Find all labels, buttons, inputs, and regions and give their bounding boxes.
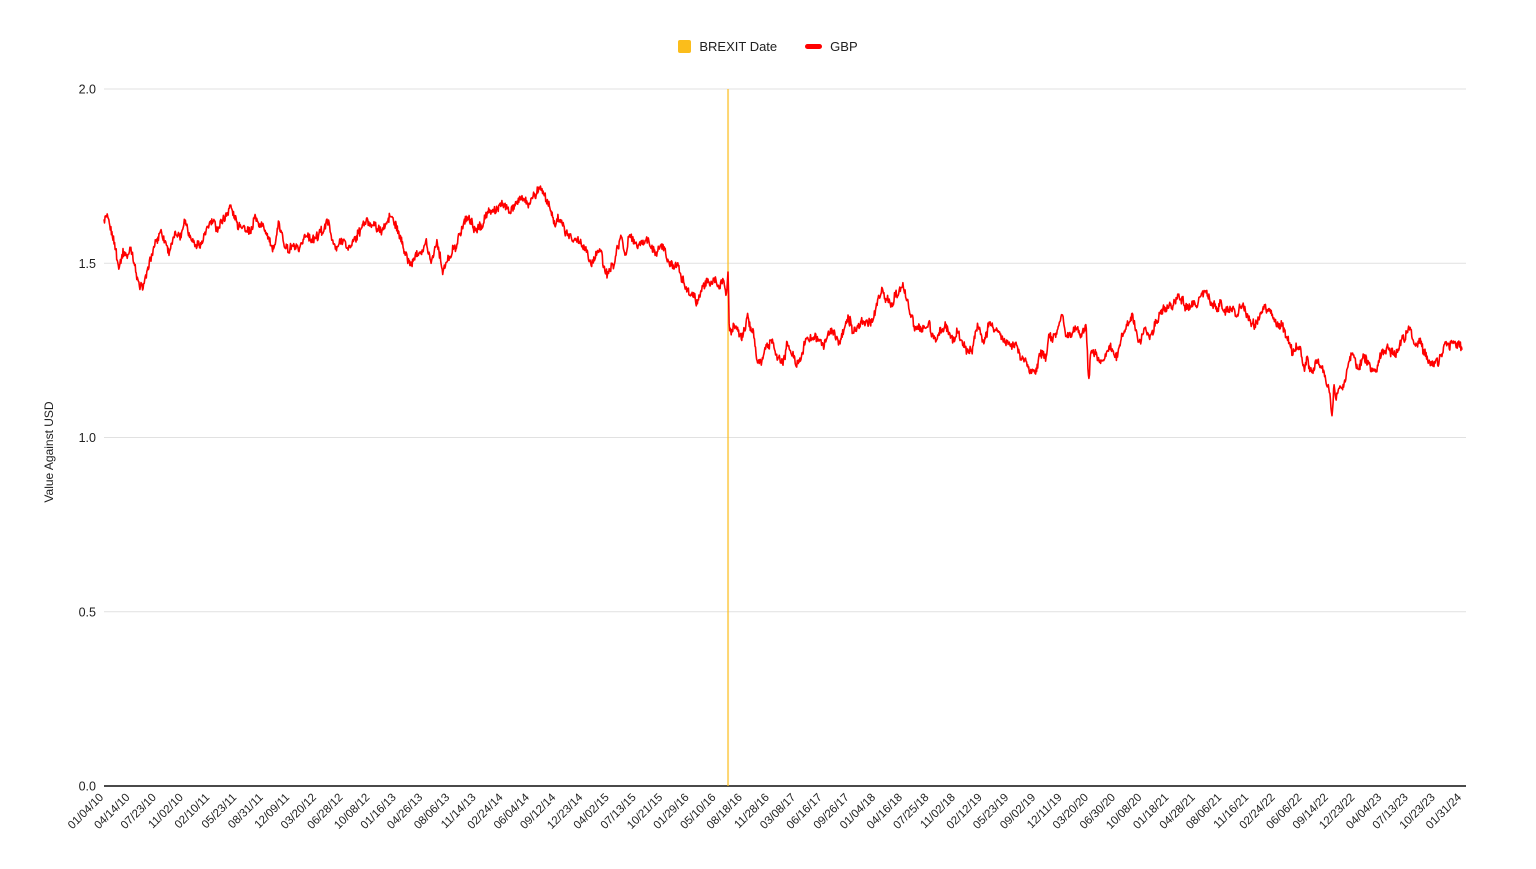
gbp-series-line	[103, 185, 1463, 417]
legend-label-gbp: GBP	[830, 39, 858, 54]
brexit-date-swatch	[678, 40, 692, 53]
legend: BREXIT Date GBP	[0, 39, 1536, 54]
y-axis-title: Value Against USD	[42, 401, 56, 503]
y-tick-label: 0.5	[79, 605, 96, 619]
y-tick-label: 1.0	[79, 431, 96, 445]
legend-item-brexit-date: BREXIT Date	[678, 39, 777, 54]
y-tick-label: 2.0	[79, 83, 96, 97]
legend-item-gbp: GBP	[805, 39, 858, 54]
y-tick-label: 0.0	[79, 780, 96, 794]
y-tick-label: 1.5	[79, 257, 96, 271]
gbp-line-marker-icon	[805, 44, 823, 49]
legend-label-brexit-date: BREXIT Date	[699, 39, 778, 54]
